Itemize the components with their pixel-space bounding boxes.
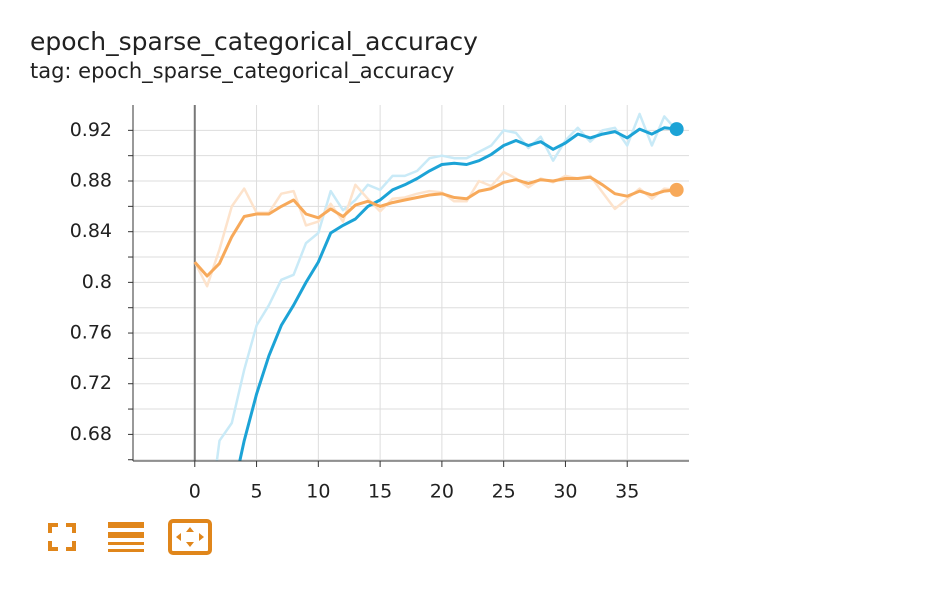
raw-line — [193, 170, 677, 288]
y-tick-label: 0.88 — [70, 170, 112, 192]
end-point — [669, 182, 684, 197]
chart-subtitle: tag: epoch_sparse_categorical_accuracy — [30, 59, 454, 84]
x-tick-label: 5 — [251, 481, 263, 503]
y-tick-label: 0.68 — [70, 423, 112, 445]
x-tick-label: 0 — [189, 481, 201, 503]
toggle-log-icon[interactable] — [108, 522, 144, 552]
y-tick-label: 0.8 — [82, 271, 112, 293]
x-tick-label: 10 — [306, 481, 330, 503]
x-tick-label: 35 — [615, 481, 639, 503]
smoothed-line — [193, 175, 677, 278]
x-tick-label: 15 — [368, 481, 392, 503]
x-tick-label: 20 — [430, 481, 454, 503]
chart-title: epoch_sparse_categorical_accuracy — [30, 27, 478, 56]
fit-domain-icon[interactable] — [168, 519, 212, 555]
smoothed-line — [238, 126, 677, 461]
y-tick-label: 0.72 — [70, 372, 112, 394]
y-tick-label: 0.92 — [70, 119, 112, 141]
end-point — [669, 122, 684, 137]
fullscreen-icon[interactable] — [48, 523, 76, 551]
x-tick-label: 25 — [492, 481, 516, 503]
y-tick-label: 0.76 — [70, 322, 112, 344]
y-tick-label: 0.84 — [70, 220, 112, 242]
x-tick-label: 30 — [553, 481, 577, 503]
